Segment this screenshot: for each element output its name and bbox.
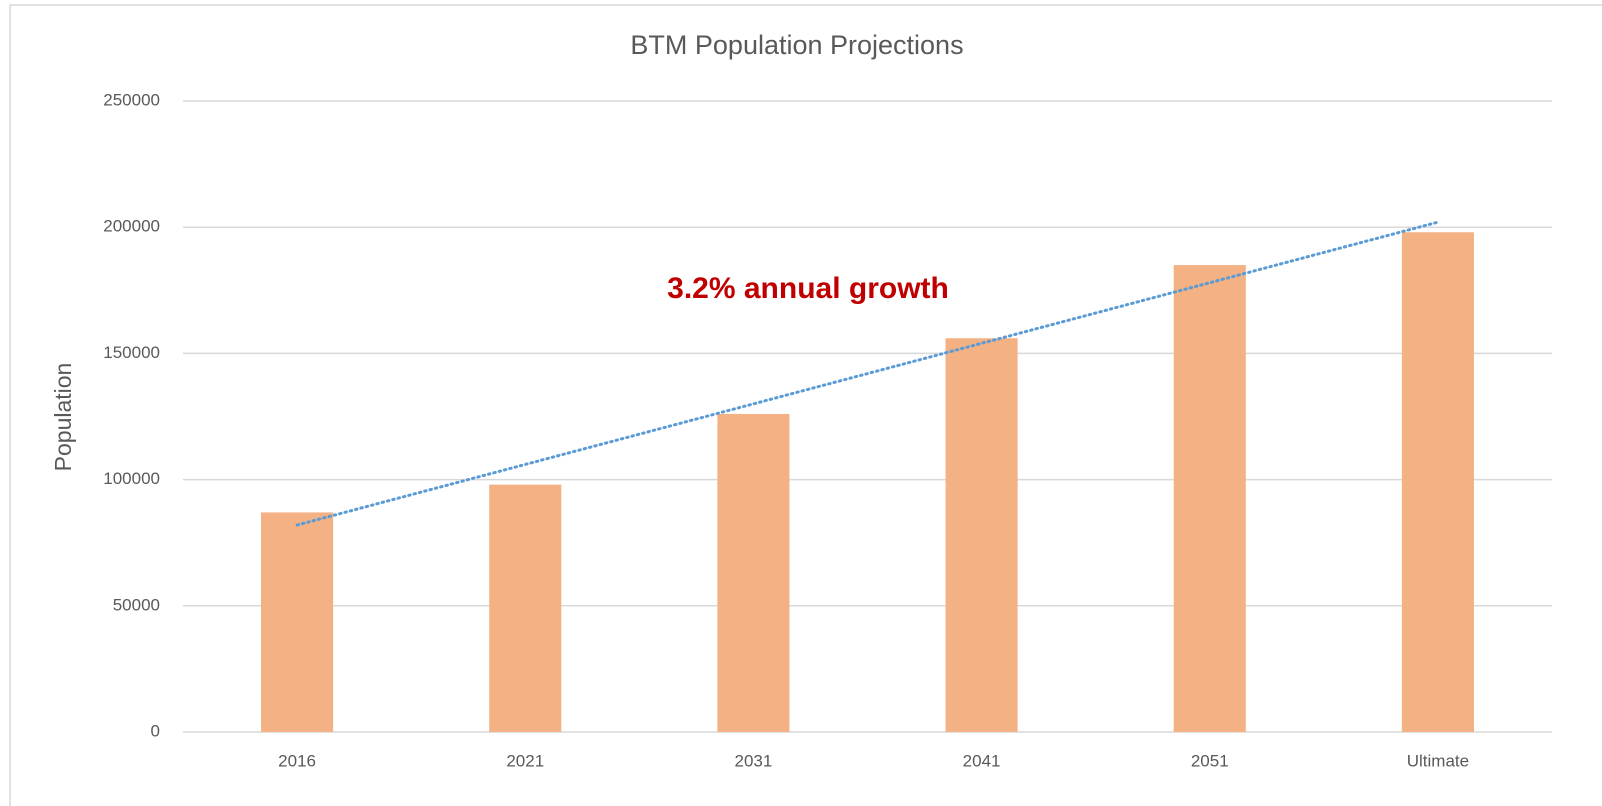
trendline (295, 220, 1440, 527)
bar (489, 484, 562, 732)
bar (717, 413, 790, 732)
annotation: 3.2% annual growth (667, 272, 949, 305)
x-tick-label: 2041 (963, 751, 1001, 770)
bar (261, 512, 334, 732)
bar (945, 338, 1018, 732)
y-tick-label: 150000 (103, 343, 160, 362)
y-tick-label: 100000 (103, 469, 160, 488)
y-tick-label: 250000 (103, 90, 160, 109)
y-tick-label: 200000 (103, 217, 160, 236)
x-tick-label: 2021 (506, 751, 544, 770)
x-tick-label: 2051 (1191, 751, 1229, 770)
bar (1173, 265, 1246, 732)
y-axis-label: Population (50, 363, 76, 472)
x-tick-label: 2016 (278, 751, 316, 770)
chart-frame (9, 4, 1602, 806)
x-tick-label: Ultimate (1407, 751, 1469, 770)
chart-title: BTM Population Projections (630, 30, 963, 60)
y-tick-label: 0 (151, 721, 160, 740)
x-tick-label: 2031 (735, 751, 773, 770)
y-tick-label: 50000 (113, 595, 160, 614)
bar (1401, 232, 1474, 733)
